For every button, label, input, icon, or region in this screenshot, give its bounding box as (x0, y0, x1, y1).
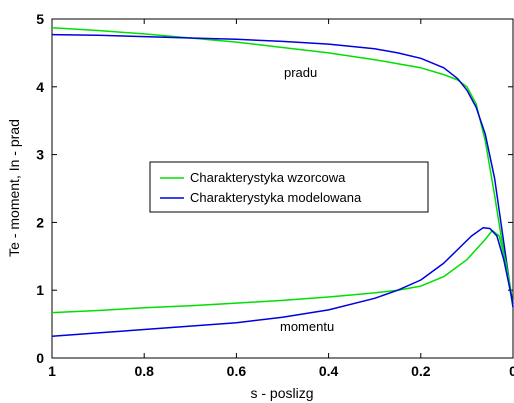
x-tick-label: 0.4 (319, 363, 339, 379)
x-tick-label: 1 (48, 363, 56, 379)
series-line-pradu-charakterystyka-modelowana (51, 33, 514, 308)
legend-label-wzorcowa: Charakterystyka wzorcowa (190, 170, 346, 185)
legend: Charakterystyka wzorcowa Charakterystyka… (149, 161, 429, 213)
y-tick-label: 3 (36, 147, 44, 163)
y-tick-label: 5 (36, 11, 44, 27)
y-tick-label: 4 (36, 79, 44, 95)
legend-label-modelowana: Charakterystyka modelowana (190, 190, 362, 205)
x-tick-label: 0 (509, 363, 514, 379)
x-tick-label: 0.8 (134, 363, 154, 379)
legend-box (149, 161, 429, 213)
annotation-pradu: pradu (284, 65, 317, 80)
y-axis-title: Te - moment, In - prad (6, 119, 22, 257)
annotation-momentu: momentu (280, 319, 334, 334)
x-axis-title: s - poslizg (250, 385, 313, 401)
y-tick-label: 0 (36, 350, 44, 366)
x-tick-label: 0.6 (227, 363, 247, 379)
x-tick-label: 0.2 (411, 363, 431, 379)
series-line-momentu-charakterystyka-modelowana (51, 227, 514, 338)
y-tick-label: 1 (36, 282, 44, 298)
y-tick-label: 2 (36, 214, 44, 230)
series-lines (51, 27, 514, 338)
